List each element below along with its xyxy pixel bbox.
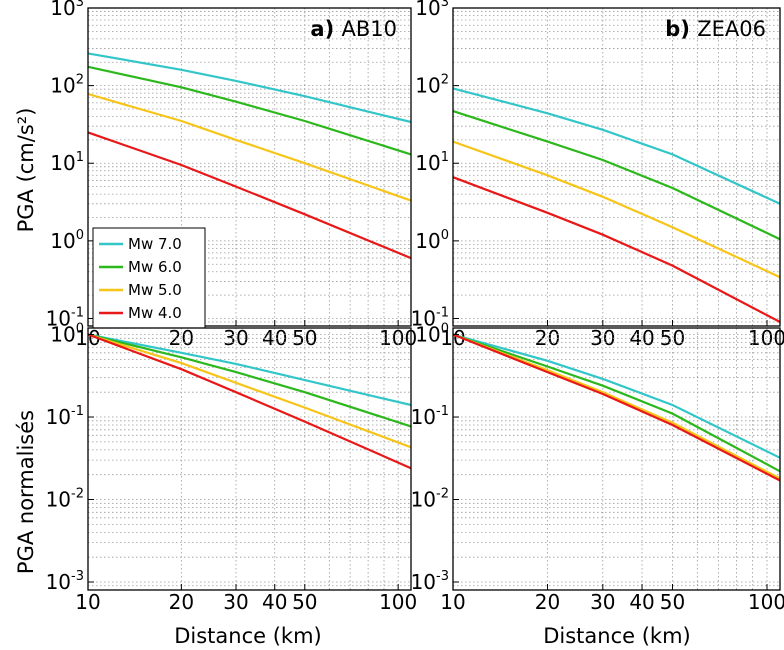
series-line: [87, 333, 412, 449]
y-tick-label: 10-1: [411, 404, 449, 429]
y-tick-label: 10-1: [46, 404, 84, 429]
y-tick-label: 10-3: [46, 569, 84, 594]
legend-label: Mw 7.0: [128, 235, 182, 253]
series-line: [87, 333, 412, 407]
series-line: [452, 333, 781, 482]
x-tick-label: 30: [223, 590, 248, 614]
axes-frame: [87, 7, 412, 327]
x-tick-label: 100: [379, 590, 417, 614]
series-line: [452, 176, 781, 323]
series-line: [87, 92, 412, 202]
series-line: [452, 333, 781, 480]
series-line: [87, 65, 412, 156]
series-line: [452, 333, 781, 473]
axes-frame: [452, 327, 781, 591]
y-tick-label: 10-1: [46, 305, 84, 330]
x-tick-label: 40: [262, 590, 287, 614]
x-tick-label: 20: [535, 326, 560, 350]
y-tick-label: 10-1: [411, 305, 449, 330]
y-tick-label: 10-2: [411, 487, 449, 512]
x-tick-label: 20: [169, 590, 194, 614]
x-axis-label-left: Distance (km): [174, 624, 322, 648]
legend-label: Mw 6.0: [128, 258, 182, 276]
y-tick-label: 103: [415, 0, 449, 20]
series-line: [87, 52, 412, 124]
x-tick-label: 10: [75, 590, 100, 614]
series-line: [452, 140, 781, 279]
x-tick-label: 100: [748, 590, 784, 614]
x-tick-label: 10: [440, 590, 465, 614]
y-tick-label: 100: [415, 228, 449, 253]
y-tick-label: 100: [415, 322, 449, 347]
legend-label: Mw 5.0: [128, 281, 182, 299]
y-tick-label: 10-2: [46, 487, 84, 512]
series-line: [452, 87, 781, 205]
y-tick-label: 102: [415, 73, 449, 98]
legend-label: Mw 4.0: [128, 304, 182, 322]
y-tick-label: 103: [50, 0, 84, 20]
y-tick-label: 10-3: [411, 569, 449, 594]
x-tick-label: 40: [629, 590, 654, 614]
y-tick-label: 101: [50, 150, 84, 175]
x-tick-label: 30: [590, 590, 615, 614]
y-tick-label: 101: [415, 150, 449, 175]
series-line: [87, 333, 412, 470]
y-tick-label: 102: [50, 73, 84, 98]
series-line: [87, 333, 412, 428]
x-tick-label: 50: [660, 326, 685, 350]
x-tick-label: 20: [535, 590, 560, 614]
panel-title: a) AB10: [310, 17, 397, 41]
x-tick-label: 50: [660, 590, 685, 614]
x-tick-label: 40: [262, 326, 287, 350]
axes-frame: [452, 7, 781, 327]
axes-frame: [87, 327, 412, 591]
series-line: [452, 333, 781, 459]
y-tick-label: 100: [50, 228, 84, 253]
y-axis-label-bottom: PGA normalisés: [14, 410, 38, 574]
x-axis-label-right: Distance (km): [543, 624, 691, 648]
y-tick-label: 100: [50, 322, 84, 347]
series-line: [87, 131, 412, 260]
panel-title: b) ZEA06: [665, 17, 766, 41]
x-tick-label: 50: [292, 590, 317, 614]
y-axis-label-top: PGA (cm/s²): [14, 108, 38, 233]
legend: Mw 7.0 Mw 6.0 Mw 5.0 Mw 4.0: [92, 227, 206, 329]
series-line: [452, 110, 781, 241]
